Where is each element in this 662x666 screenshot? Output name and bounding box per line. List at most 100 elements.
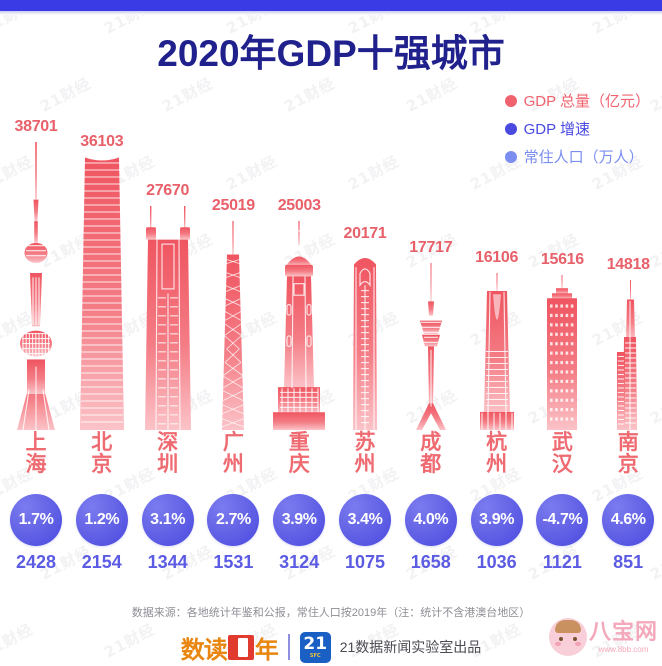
legend-item-0: GDP 总量（亿元） [504, 90, 650, 111]
city-char: 圳 [157, 453, 179, 477]
population-value-杭州: 1036 [476, 552, 517, 572]
chart-column-上海: 38701 [3, 95, 69, 430]
growth-rate-badge-广州: 2.7% [207, 494, 260, 546]
landmark-chengdu-tv-tower [398, 263, 464, 430]
city-char: 重 [288, 431, 310, 454]
population-value-南京: 851 [613, 552, 644, 572]
hair-shape [554, 620, 581, 633]
city-char: 成 [420, 431, 442, 454]
cheek-left [554, 642, 561, 646]
city-char: 汉 [551, 453, 573, 477]
landmark-chongqing-tower [266, 221, 332, 430]
legend-item-1: GDP 增速 [504, 118, 650, 139]
chart-column-苏州: 20171 [332, 95, 398, 430]
gdp-value-label: 16106 [475, 249, 519, 266]
city-label-上海: 上海 [3, 431, 69, 477]
badge-number: 21 [303, 633, 328, 654]
gdp-value-label: 14818 [606, 256, 650, 273]
corner-watermark-text: 八宝网 www.8bb.com [588, 618, 658, 654]
city-char: 庆 [288, 453, 310, 477]
top-accent-bar [0, 0, 662, 11]
city-char: 杭 [486, 431, 508, 454]
city-char: 海 [25, 453, 47, 477]
landmark-nanjing-zifeng-tower [595, 280, 661, 430]
landmark-hangzhou-citizen-center [464, 273, 530, 430]
cheek-right [574, 642, 581, 646]
city-char: 武 [551, 431, 573, 454]
chart-column-杭州: 16106 [464, 95, 530, 430]
footer-logos: 数读 年 21 SFC 21数据新闻实验室出品 [0, 628, 662, 666]
city-char: 京 [617, 453, 639, 477]
lab-credit: 21数据新闻实验室出品 [339, 639, 482, 655]
growth-rate-badge-武汉: -4.7% [536, 494, 589, 546]
population-value-重庆: 3124 [279, 552, 320, 572]
growth-rate-row: 1.7% 1.2% 3.1% 2.7% 3.9% 3.4% 4.0% 3.9% -4.7% 4.6… [0, 494, 662, 550]
city-label-杭州: 杭州 [464, 431, 530, 477]
city-char: 苏 [354, 431, 376, 454]
landmark-suzhou-gate-of-orient [332, 249, 398, 430]
population-value-上海: 2428 [15, 552, 57, 572]
growth-rate-badge-南京: 4.6% [602, 494, 655, 546]
city-char: 都 [420, 453, 442, 477]
chart-column-重庆: 25003 [266, 95, 332, 430]
gdp-building-chart: 38701 36103 27670 25019 25003 20171 17717 16106… [0, 95, 662, 430]
page-title: 2020年GDP十强城市 [157, 33, 505, 74]
city-char: 广 [222, 431, 244, 454]
city-char: 京 [91, 453, 113, 477]
badge-21-icon: 21 SFC [299, 631, 331, 663]
city-char: 北 [91, 431, 113, 454]
population-value-广州: 1531 [213, 552, 254, 572]
growth-rate-badge-北京: 1.2% [75, 494, 128, 546]
city-label-北京: 北京 [69, 431, 135, 477]
landmark-canton-tower [200, 221, 266, 430]
brand-logo: 数读 年 [180, 630, 279, 665]
chart-column-北京: 36103 [69, 95, 135, 430]
population-value-深圳: 1344 [147, 552, 188, 572]
city-char: 南 [617, 431, 639, 454]
brand-prefix: 数读 [180, 635, 228, 664]
legend-label: GDP 总量（亿元） [523, 93, 650, 110]
landmark-wuhan-greenland-center [529, 275, 595, 430]
city-label-苏州: 苏州 [332, 431, 398, 477]
door-icon [227, 634, 254, 660]
legend: GDP 总量（亿元） GDP 增速常住人口（万人） [504, 90, 650, 174]
legend-label: GDP 增速 [523, 121, 590, 138]
chart-column-深圳: 27670 [135, 95, 201, 430]
legend-item-2: 常住人口（万人） [504, 146, 650, 167]
growth-rate-badge-深圳: 3.1% [141, 494, 194, 546]
corner-watermark: 八宝网 www.8bb.com [548, 618, 658, 656]
eye-left [558, 637, 563, 641]
chart-column-南京: 14818 [595, 95, 661, 430]
gdp-value-label: 17717 [409, 239, 453, 256]
city-char: 上 [25, 431, 47, 454]
chart-column-广州: 25019 [200, 95, 266, 430]
corner-brand-url: www.8bb.com [598, 644, 649, 654]
city-char: 州 [486, 453, 508, 477]
landmark-ping-an-finance-center [135, 206, 201, 430]
gdp-value-label: 20171 [343, 225, 387, 242]
city-label-武汉: 武汉 [529, 431, 595, 477]
gdp-value-label: 36103 [80, 133, 124, 150]
landmark-oriental-pearl-tower [3, 142, 69, 430]
footer-divider [287, 634, 290, 660]
corner-brand-cn: 八宝网 [588, 618, 658, 644]
city-char: 州 [354, 453, 376, 477]
gdp-value-label: 38701 [14, 118, 58, 135]
growth-rate-badge-成都: 4.0% [404, 494, 457, 546]
population-value-北京: 2154 [81, 552, 122, 572]
gdp-value-label: 27670 [146, 182, 190, 199]
gdp-value-label: 15616 [540, 251, 584, 268]
population-value-苏州: 1075 [344, 552, 386, 572]
city-label-广州: 广州 [200, 431, 266, 476]
top-accent-fade [0, 11, 662, 15]
circle-icon [504, 94, 517, 107]
chart-column-成都: 17717 [398, 95, 464, 430]
legend-label: 常住人口（万人） [523, 149, 644, 166]
eye-right [572, 637, 577, 641]
city-name-row: 上海北京深圳广州重庆苏州成都杭州武汉南京 [0, 431, 662, 494]
circle-icon [504, 122, 517, 135]
gdp-value-label: 25003 [277, 197, 321, 214]
city-label-成都: 成都 [398, 431, 464, 477]
circle-icon [504, 150, 517, 163]
